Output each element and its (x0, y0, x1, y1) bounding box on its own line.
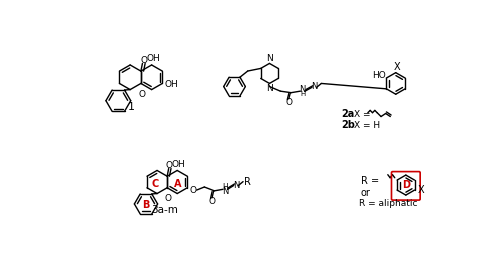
Text: O: O (286, 98, 292, 107)
Text: 2a: 2a (342, 109, 355, 119)
Text: X = H: X = H (354, 120, 380, 130)
Text: N: N (266, 54, 273, 63)
Text: R = aliphatic: R = aliphatic (358, 199, 417, 208)
Text: R =: R = (361, 176, 379, 186)
Text: N: N (311, 82, 318, 91)
Text: N: N (266, 84, 273, 92)
Text: 2b: 2b (342, 120, 355, 130)
Text: H: H (300, 91, 306, 97)
Text: D: D (402, 180, 410, 190)
Text: X: X (393, 61, 400, 71)
Text: OH: OH (146, 54, 160, 63)
Text: O: O (140, 56, 147, 65)
Text: O: O (166, 161, 173, 170)
Text: HO: HO (372, 71, 386, 80)
Text: or: or (361, 188, 371, 198)
Text: O: O (138, 90, 145, 99)
Text: A: A (174, 178, 182, 189)
Text: 1: 1 (128, 102, 135, 112)
Text: C: C (152, 178, 159, 189)
Text: O: O (190, 186, 197, 195)
Text: O: O (164, 194, 172, 203)
Text: OH: OH (172, 160, 186, 169)
Text: N: N (233, 181, 239, 190)
Text: OH: OH (165, 81, 178, 89)
Text: X =: X = (354, 110, 370, 119)
Text: R: R (244, 177, 251, 187)
Text: O: O (208, 197, 216, 206)
Text: N: N (222, 187, 228, 196)
Text: X: X (418, 185, 424, 195)
Text: H: H (222, 183, 228, 192)
Text: N: N (300, 85, 306, 94)
Text: 3a-m: 3a-m (152, 205, 178, 215)
Text: B: B (142, 200, 150, 210)
